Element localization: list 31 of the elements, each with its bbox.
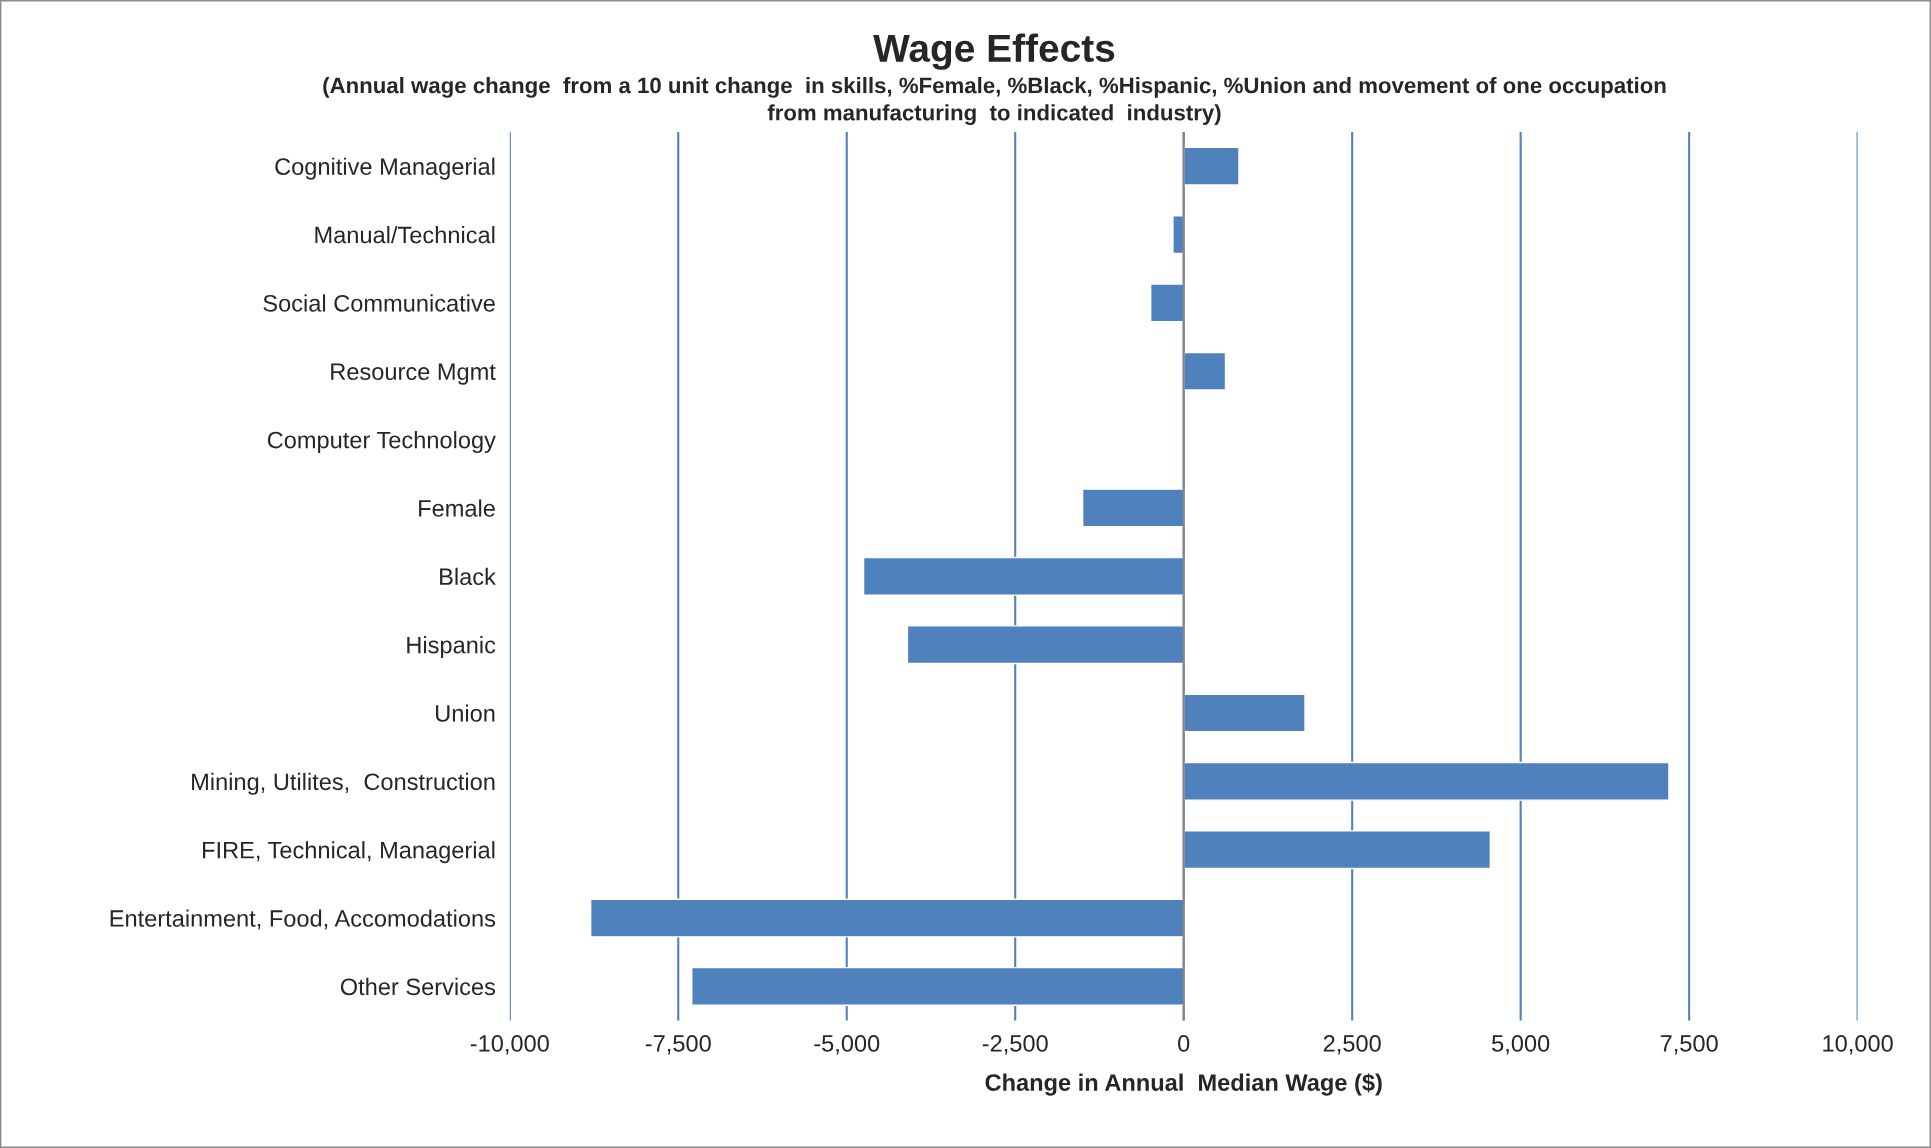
bar xyxy=(1081,488,1185,528)
x-tick-label: 0 xyxy=(1178,1035,1190,1052)
y-tick-label: Black xyxy=(440,567,496,586)
y-tick-label: Social Communicative xyxy=(263,294,495,312)
y-tick-label: Resource Mgmt xyxy=(331,363,496,385)
y-tick-label: Manual/Technical xyxy=(315,225,495,244)
y-tick-label: Other Services xyxy=(340,977,496,996)
x-tick-label: -7,500 xyxy=(645,1035,711,1055)
y-tick-label: FIRE, Technical, Managerial xyxy=(203,841,495,864)
bar xyxy=(1172,215,1185,255)
x-tick-label: 5,000 xyxy=(1492,1035,1550,1055)
bar xyxy=(1149,283,1185,323)
x-tick-label: -10,000 xyxy=(470,1035,549,1055)
x-tick-label: 2,500 xyxy=(1323,1035,1381,1055)
x-tick-label: -5,000 xyxy=(814,1035,880,1055)
chart-subtitle: (Annual wage change from a 10 unit change in skills, %Female, %Black, %Hispanic, %Union and movement of one occupation from manufacturing to indicated industry) xyxy=(323,76,1666,126)
y-tick-label: Cognitive Managerial xyxy=(275,157,495,180)
y-tick-label: Mining, Utilites, Construction xyxy=(192,772,495,795)
y-tick-label: Computer Technology xyxy=(267,431,496,454)
bar xyxy=(1183,351,1227,391)
x-tick-label: 7,500 xyxy=(1660,1035,1718,1055)
x-axis-title: Change in Annual Median Wage ($) xyxy=(985,1073,1382,1096)
x-tick-label: -2,500 xyxy=(982,1035,1048,1055)
y-tick-label: Union xyxy=(436,704,495,722)
bar xyxy=(1183,146,1240,186)
y-tick-label: Female xyxy=(419,499,495,517)
chart-title: Wage Effects xyxy=(873,33,1115,70)
y-tick-label: Entertainment, Food, Accomodations xyxy=(110,909,496,930)
x-tick-label: 10,000 xyxy=(1823,1035,1893,1055)
bar xyxy=(1183,693,1306,733)
y-tick-label: Hispanic xyxy=(407,636,496,659)
